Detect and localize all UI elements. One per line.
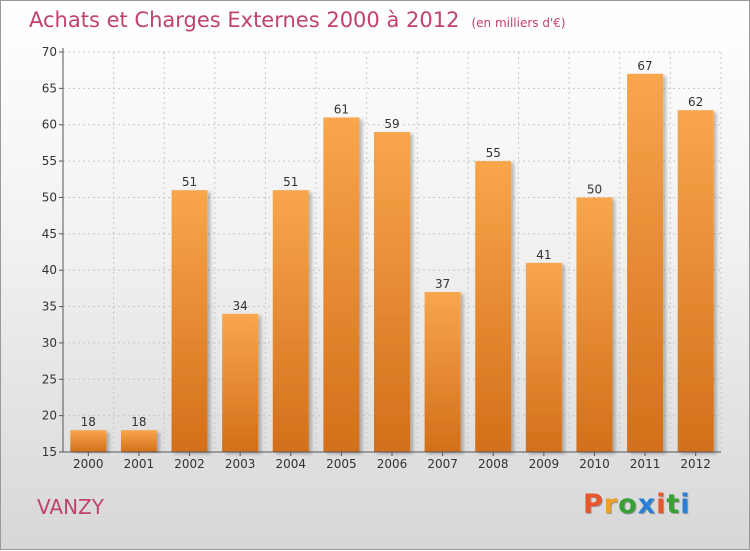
y-tick-label: 65 — [42, 81, 57, 95]
x-tick-label: 2011 — [630, 457, 661, 471]
data-label: 67 — [637, 59, 652, 73]
y-tick-label: 25 — [42, 372, 57, 386]
data-label: 34 — [233, 299, 248, 313]
chart-title: Achats et Charges Externes 2000 à 2012 (e… — [29, 8, 566, 32]
y-tick-label: 55 — [42, 154, 57, 168]
bar-2011 — [627, 73, 664, 453]
y-tick-label: 20 — [42, 409, 57, 423]
y-tick-label: 30 — [42, 336, 57, 350]
proxiti-logo: Proxiti — [583, 489, 691, 520]
x-tick-label: 2005 — [326, 457, 357, 471]
bar-2009 — [525, 262, 562, 452]
bar-2003 — [222, 313, 259, 452]
logo-letter: t — [666, 489, 681, 520]
logo-letter: i — [656, 489, 667, 520]
logo-letter: i — [680, 489, 691, 520]
logo-letter: P — [583, 489, 604, 520]
logo-letter: r — [603, 489, 619, 520]
place-name: VANZY — [37, 495, 104, 519]
axis-layer: 15 20 25 30 35 40 45 50 55 60 65 70 2000 2001 2002 2003… — [42, 45, 721, 471]
y-tick-label: 60 — [42, 118, 57, 132]
x-tick-label: 2010 — [579, 457, 610, 471]
x-tick-label: 2008 — [478, 457, 509, 471]
x-tick-label: 2002 — [174, 457, 205, 471]
x-tick-label: 2009 — [529, 457, 560, 471]
logo-letter: x — [637, 489, 657, 520]
bar-2002 — [171, 190, 208, 452]
y-tick-label: 35 — [42, 300, 57, 314]
data-label: 50 — [587, 182, 602, 196]
y-tick-label: 50 — [42, 190, 57, 204]
data-label: 51 — [283, 175, 298, 189]
x-tick-label: 2006 — [377, 457, 408, 471]
bar-2006 — [374, 132, 410, 452]
bar-2012 — [677, 110, 714, 452]
bar-2008 — [475, 161, 512, 452]
bar-2004 — [272, 190, 309, 452]
x-tick-label: 2003 — [225, 457, 256, 471]
logo-letter: o — [618, 489, 638, 520]
data-label: 18 — [81, 415, 96, 429]
data-label: 61 — [334, 102, 349, 116]
bar-2007 — [424, 292, 461, 452]
y-tick-label: 40 — [42, 263, 57, 277]
data-label: 41 — [536, 248, 551, 262]
data-label: 37 — [435, 277, 450, 291]
x-tick-label: 2004 — [275, 457, 306, 471]
bar-layer: 18 18 51 34 51 61 59 37 55 41 50 67 62 — [70, 59, 714, 453]
bar-2001 — [120, 430, 157, 452]
bar-2010 — [576, 197, 613, 452]
chart-title-text: Achats et Charges Externes 2000 à 2012 — [29, 8, 460, 32]
y-tick-label: 15 — [42, 445, 57, 459]
x-tick-label: 2007 — [427, 457, 458, 471]
x-tick-label: 2012 — [680, 457, 711, 471]
data-label: 51 — [182, 175, 197, 189]
x-tick-label: 2001 — [124, 457, 155, 471]
x-tick-label: 2000 — [73, 457, 104, 471]
data-label: 62 — [688, 95, 703, 109]
y-tick-label: 70 — [42, 45, 57, 59]
data-label: 55 — [486, 146, 501, 160]
data-label: 18 — [131, 415, 146, 429]
bar-2005 — [323, 117, 360, 453]
bar-2000 — [70, 430, 107, 452]
y-tick-label: 45 — [42, 227, 57, 241]
chart-subtitle: (en milliers d'€) — [471, 16, 566, 30]
data-label: 59 — [384, 117, 399, 131]
